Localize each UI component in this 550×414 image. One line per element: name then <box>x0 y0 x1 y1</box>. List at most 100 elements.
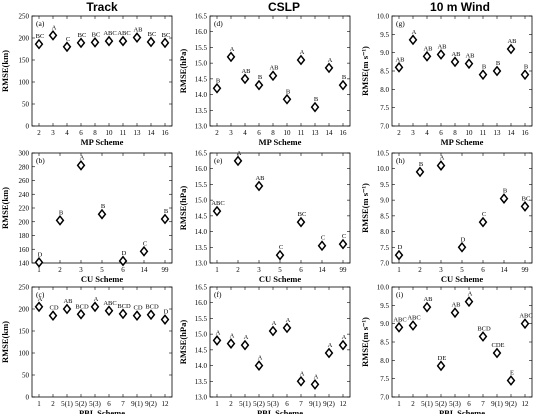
x-tick-label: 7 <box>481 400 485 408</box>
x-tick-label: 16 <box>522 129 530 137</box>
group-label: D <box>164 309 169 316</box>
y-tick-label: 7.0 <box>380 123 389 131</box>
x-tick-label: 6 <box>107 400 111 408</box>
group-label: BCD <box>75 303 89 310</box>
y-tick-label: 14.0 <box>195 362 208 370</box>
data-point <box>394 249 404 261</box>
group-label: A <box>80 154 85 161</box>
group-label: BC <box>78 32 87 39</box>
x-tick-label: 5(1) <box>61 400 73 408</box>
group-label: B <box>258 74 263 81</box>
x-tick-label: 3 <box>79 266 83 274</box>
x-tick-label: 5(1) <box>239 400 251 408</box>
group-label: A <box>412 29 417 36</box>
y-tick-label: 13.5 <box>195 107 208 115</box>
data-point <box>48 310 58 322</box>
group-label: A <box>244 334 249 341</box>
x-tick-label: 2 <box>411 400 415 408</box>
y-tick-label: 14.0 <box>195 91 208 99</box>
group-label: A <box>328 57 333 64</box>
data-point <box>394 321 404 333</box>
panel-i: 7.07.58.08.59.09.510.01 2 5(1) 5(2) 5(3) 6 7 9(… <box>360 284 533 414</box>
group-label: A <box>94 296 99 303</box>
data-point <box>226 338 236 349</box>
y-tick-label: 7.5 <box>380 244 389 252</box>
data-point <box>394 61 404 73</box>
y-tick-label: 10.5 <box>377 150 390 158</box>
group-label: DE <box>438 355 447 362</box>
group-label: AB <box>395 56 405 63</box>
group-label: B <box>482 64 487 71</box>
y-tick-label: 13.5 <box>195 244 208 252</box>
y-tick-label: 14.5 <box>195 75 208 83</box>
group-label: D <box>122 250 127 257</box>
y-axis-label: RMSE(hPa) <box>178 49 188 94</box>
x-tick-label: 9(1) <box>491 400 503 408</box>
y-axis-label: RMSE(hPa) <box>178 186 188 231</box>
y-tick-label: 16.5 <box>195 150 208 158</box>
data-point <box>268 70 278 82</box>
group-label: C <box>279 244 283 251</box>
panel-tag: (c) <box>36 290 45 299</box>
y-tick-label: 16.0 <box>195 165 208 173</box>
data-point <box>240 339 250 351</box>
x-tick-label: 6 <box>257 129 261 137</box>
data-point <box>146 36 156 48</box>
panel-h: 7.0 7.5 8.0 8.5 9.0 9.5 10.0 10.5 1 2 3 5 6 14 99 CU Sc… <box>360 150 533 284</box>
panel-b: 140 160 180 200 220 240 260 280 300 1 2 3 5 6 14 99 CU S… <box>0 150 173 284</box>
x-tick-label: 14 <box>141 266 149 274</box>
x-axis-label: CU Scheme <box>81 274 123 284</box>
group-label: BCD <box>477 326 491 333</box>
group-label: A <box>300 49 305 56</box>
group-label: ABC <box>519 313 532 320</box>
y-tick-label: 8.0 <box>380 86 389 94</box>
group-label: CDE <box>492 342 505 349</box>
x-tick-label: 14 <box>319 266 327 274</box>
x-tick-label: 1 <box>37 266 41 274</box>
data-point <box>34 301 44 313</box>
x-axis-label: PBL Scheme <box>79 408 125 414</box>
group-label: ABC <box>407 315 420 322</box>
group-label: AB <box>269 65 279 72</box>
data-point <box>118 35 128 47</box>
y-tick-label: 200 <box>19 306 30 314</box>
x-tick-label: 11 <box>120 129 127 137</box>
y-tick-label: 10.0 <box>377 13 390 21</box>
group-label: A <box>314 373 319 380</box>
panel-e: 13.0 13.5 14.0 14.5 15.0 15.5 16.0 16.5 1 2 3 5 6 14 9… <box>178 150 351 284</box>
y-tick-label: 15.0 <box>195 197 208 205</box>
x-tick-label: 8 <box>453 129 457 137</box>
group-label: AB <box>423 296 433 303</box>
y-tick-label: 180 <box>19 232 30 240</box>
x-tick-label: 14 <box>326 129 334 137</box>
data-point <box>478 216 488 228</box>
x-tick-label: 13 <box>494 129 502 137</box>
y-tick-label: 7.0 <box>380 394 389 402</box>
y-tick-label: 7.0 <box>380 260 389 268</box>
x-axis-label: MP Scheme <box>441 137 484 147</box>
data-point <box>226 51 236 63</box>
y-tick-label: 150 <box>19 57 30 65</box>
y-tick-label: 9.0 <box>380 320 389 328</box>
x-tick-label: 99 <box>340 266 348 274</box>
group-label: BCD <box>117 303 131 310</box>
y-tick-label: 14.5 <box>195 212 208 220</box>
data-point <box>296 216 306 228</box>
x-tick-label: 4 <box>65 129 69 137</box>
data-point <box>90 301 100 313</box>
data-point <box>76 308 86 320</box>
x-axis-label: MP Scheme <box>81 137 124 147</box>
data-point <box>118 308 128 320</box>
data-point <box>34 256 44 268</box>
x-tick-label: 5(3) <box>267 400 279 408</box>
y-tick-label: 10.0 <box>377 284 390 292</box>
data-point <box>254 79 264 91</box>
y-tick-label: 8.5 <box>380 68 389 76</box>
x-tick-label: 6 <box>121 266 125 274</box>
data-point <box>118 255 128 267</box>
x-axis-label: PBL Scheme <box>257 408 303 414</box>
group-label: AB <box>451 51 461 58</box>
group-label: A <box>468 291 473 298</box>
x-tick-label: 2 <box>51 400 55 408</box>
